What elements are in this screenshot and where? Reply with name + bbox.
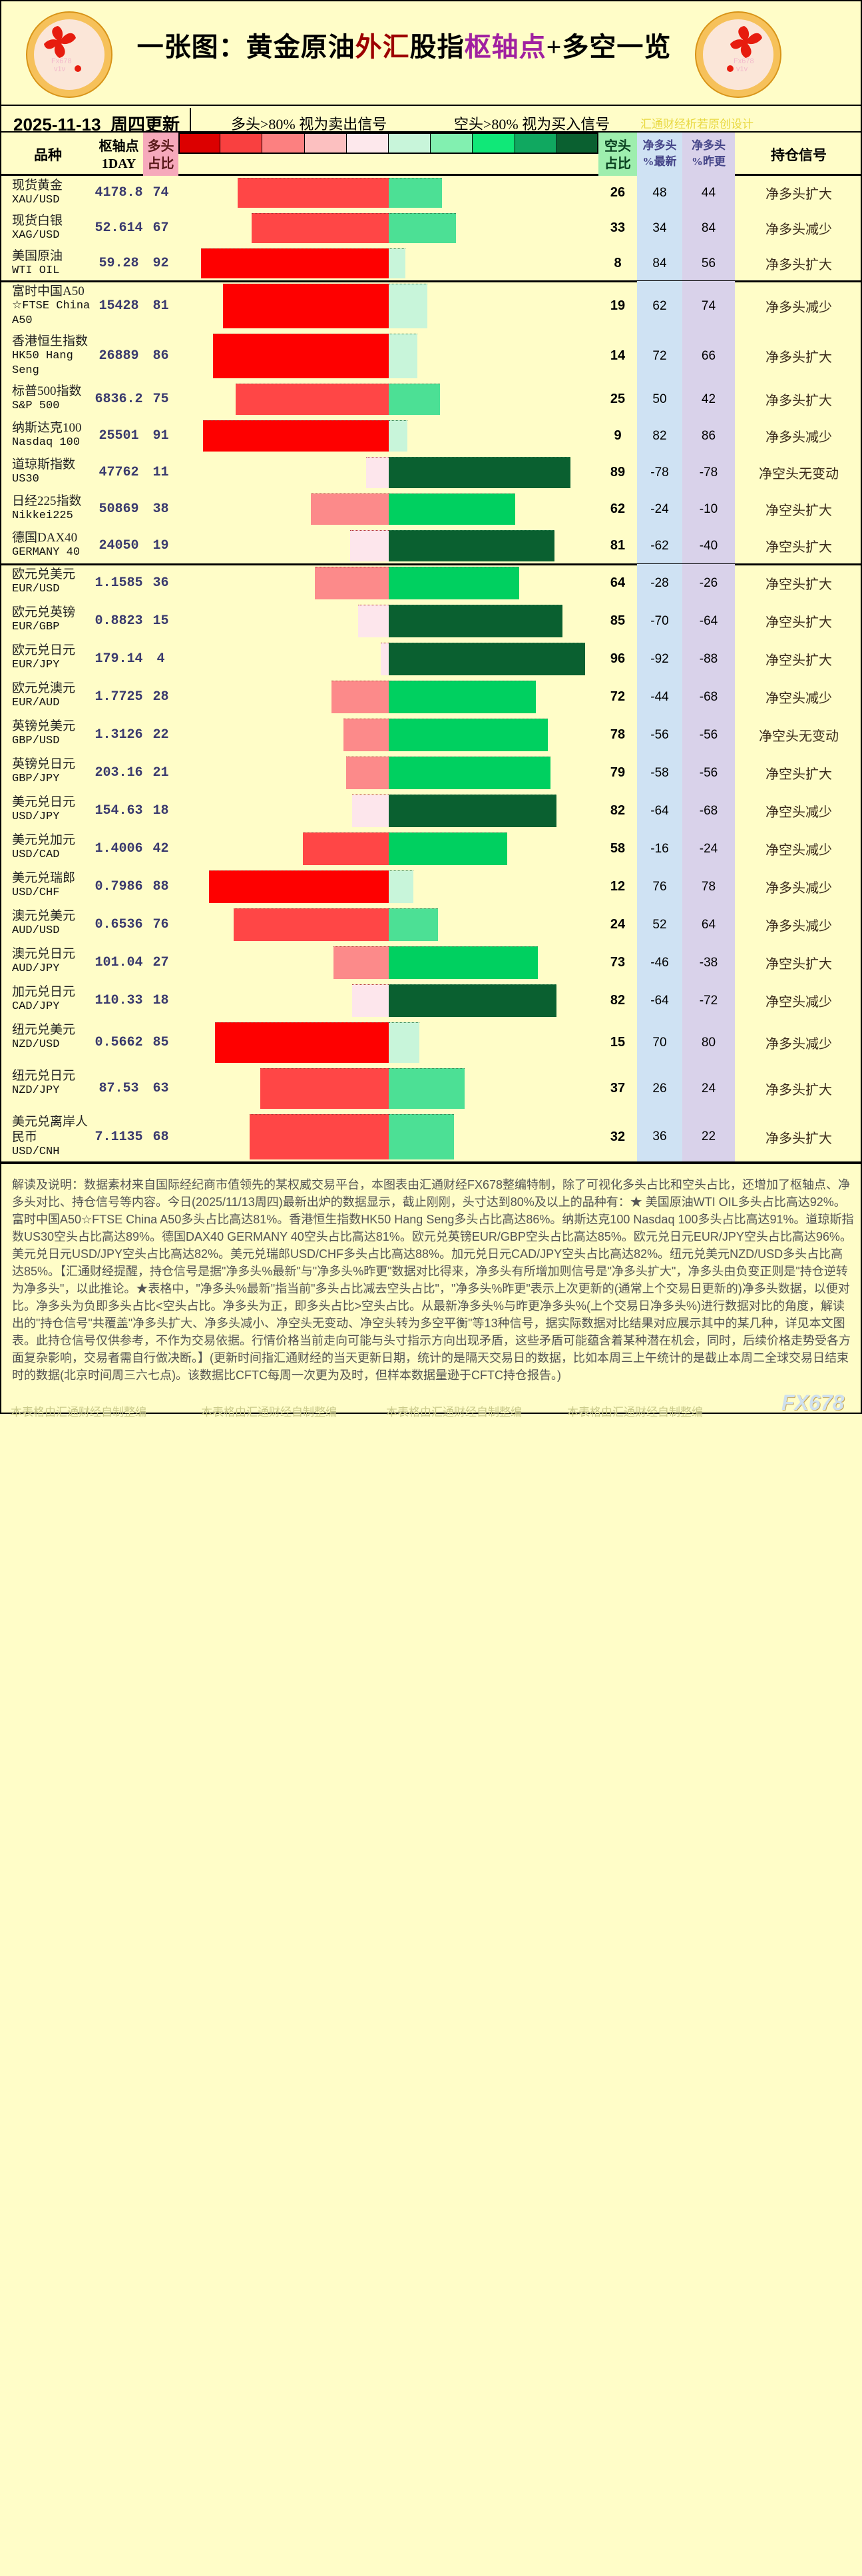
svg-text:Fx678: Fx678 [734,57,754,65]
svg-text:v1v: v1v [736,65,748,73]
svg-text:v1v: v1v [54,65,66,73]
svg-text:Fx678: Fx678 [51,57,72,65]
